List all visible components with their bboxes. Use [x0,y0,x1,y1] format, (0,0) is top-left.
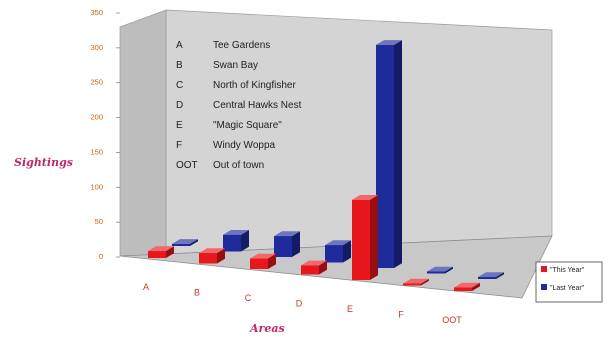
y-tick-label: 200 [90,113,103,122]
category-label: C [245,293,252,303]
y-tick-label: 350 [90,8,103,17]
bar-this-year [199,253,217,264]
bar-this-year-side [166,246,174,258]
bar-last-year [172,243,190,246]
category-label: D [296,299,303,309]
category-label: B [194,288,200,298]
bar-last-year-side [445,266,453,274]
bar-this-year-top [454,282,480,288]
bar-last-year-top [274,231,300,237]
bar-last-year-side [343,240,351,263]
legend-swatch [541,284,547,290]
bar-this-year-top [352,195,378,200]
y-axis-title: Sightings [14,156,73,169]
bar-this-year-side [472,282,480,291]
x-axis-title: Areas [249,322,285,335]
bar-last-year-side [292,231,300,257]
key-code: F [176,140,182,151]
bar-last-year-top [325,240,351,246]
category-label: A [143,282,149,292]
side-wall [119,9,167,257]
bar-last-year-side [496,272,504,279]
y-axis-ticks: 0 50 100 150 200 250 300 350 [90,8,120,261]
y-tick-label: 0 [99,252,103,261]
bar-last-year-top [223,230,249,235]
bar-this-year [301,265,319,275]
y-tick-label: 150 [90,147,103,156]
bar-this-year-top [403,278,429,284]
y-tick-label: 100 [90,182,103,191]
bar-last-year-top [478,272,504,277]
key-name: "Magic Square" [213,120,282,131]
bar-this-year-side [268,253,276,269]
legend-label: "This Year" [550,267,585,274]
bars [148,40,504,291]
bar-this-year [454,287,472,291]
key-name: Swan Bay [213,60,258,71]
bar-this-year-top [148,246,174,251]
category-label: F [398,310,404,320]
bar-last-year [274,236,292,257]
bar-this-year [148,251,166,258]
key-code: D [176,100,183,111]
bar-this-year-side [421,278,429,286]
bar-last-year [478,277,496,279]
legend-label: "Last Year" [550,285,585,292]
chart-walls [119,9,553,299]
bar-last-year [223,234,241,252]
bar-this-year-top [199,248,225,253]
key-name: Out of town [213,160,264,171]
bar-last-year [376,44,394,268]
bar-last-year-top [376,40,402,45]
bar-this-year-side [217,248,225,264]
bar-last-year-side [241,230,249,252]
bar-last-year-side [394,40,402,268]
bar-last-year [427,271,445,274]
category-label: OOT [442,315,462,325]
bar-this-year [250,258,268,269]
bar-this-year [352,199,370,280]
key-name: Tee Gardens [213,40,270,51]
category-label: E [347,304,353,314]
y-tick-label: 50 [95,217,103,226]
key-code: B [176,60,183,71]
y-tick-label: 300 [90,43,103,52]
area-key: A Tee Gardens B Swan Bay C North of Kingfishe… [176,40,302,171]
bar-last-year-side [190,239,198,246]
bar-last-year [325,245,343,263]
bar-this-year [403,283,421,286]
key-name: Central Hawks Nest [213,100,302,111]
bar-last-year-top [427,266,453,272]
y-tick-label: 250 [90,78,103,87]
key-code: A [176,40,183,51]
legend-swatch [541,266,547,272]
bar-this-year-side [319,260,327,275]
key-name: Windy Woppa [213,140,276,151]
key-name: North of Kingfisher [213,80,296,91]
bar-this-year-top [250,253,276,259]
bar-last-year-top [172,239,198,244]
x-axis-categories: A B C D E F OOT [143,282,462,325]
key-code: OOT [176,160,198,171]
bar-this-year-top [301,260,327,266]
legend: "This Year" "Last Year" [535,261,603,303]
bar-this-year-side [370,195,378,280]
key-code: E [176,120,183,131]
key-code: C [176,80,183,91]
